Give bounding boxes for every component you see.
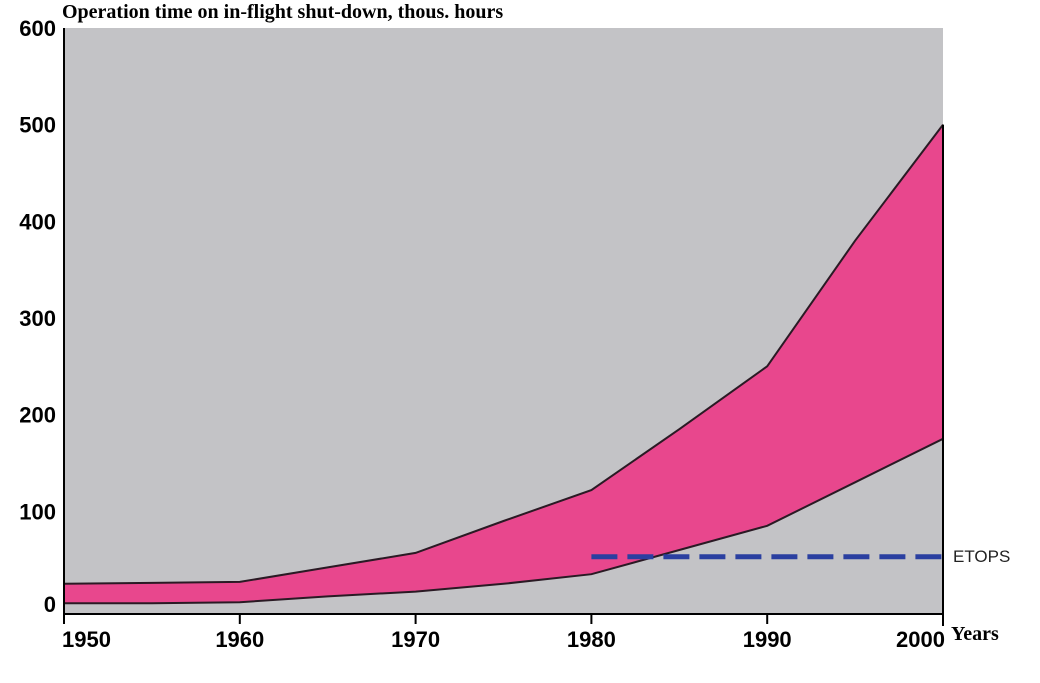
- upper-boundary-line: [63, 124, 944, 585]
- y-tick-label: 500: [19, 113, 56, 138]
- plot-background: [64, 28, 943, 614]
- x-tick-label: 1980: [567, 627, 616, 652]
- y-tick-labels: 0 100 200 300 400 500 600: [19, 16, 56, 617]
- y-tick-label: 300: [19, 306, 56, 331]
- lower-boundary-line: [64, 437, 944, 605]
- x-tick-label: 1950: [62, 627, 111, 652]
- x-tick-label: 1960: [215, 627, 264, 652]
- y-tick-label: 400: [19, 209, 56, 234]
- y-tick-label: 200: [19, 403, 56, 428]
- x-tick-label: 1990: [743, 627, 792, 652]
- x-tick-label: 1970: [391, 627, 440, 652]
- x-tick-labels: 1950 1960 1970 1980 1990 2000: [62, 614, 945, 652]
- chart-title: Operation time on in-flight shut-down, t…: [62, 1, 503, 23]
- x-tick-label: 2000: [896, 627, 945, 652]
- operation-time-band: [64, 124, 943, 604]
- y-tick-label: 0: [44, 592, 56, 617]
- y-tick-label: 100: [19, 499, 56, 524]
- y-tick-label: 600: [19, 16, 56, 41]
- x-axis-label: Years: [951, 623, 999, 645]
- etops-label: ETOPS: [953, 547, 1010, 566]
